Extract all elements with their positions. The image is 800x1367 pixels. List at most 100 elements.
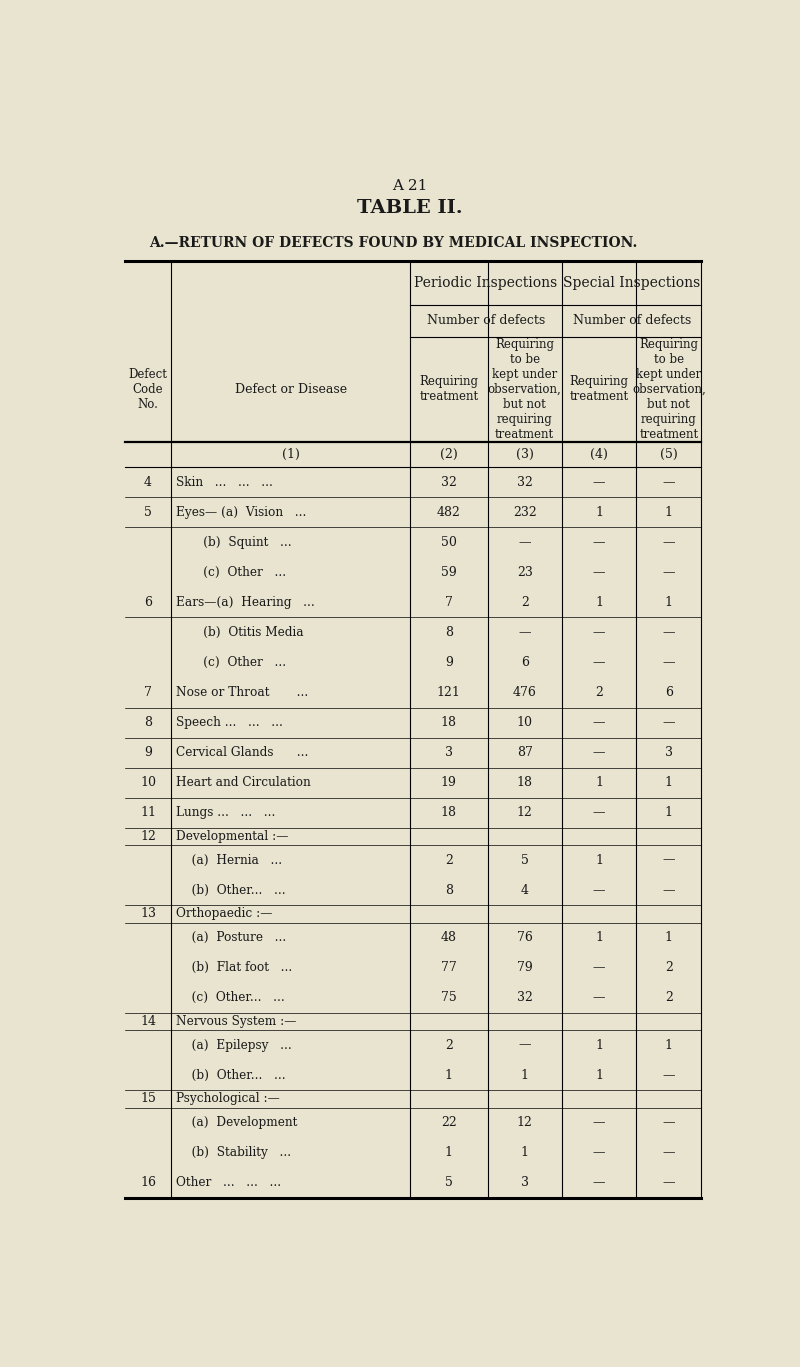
- Text: 3: 3: [521, 1176, 529, 1189]
- Text: Defect
Code
No.: Defect Code No.: [129, 368, 167, 411]
- Text: 2: 2: [665, 991, 673, 1005]
- Text: —: —: [662, 1069, 675, 1081]
- Text: 6: 6: [521, 656, 529, 668]
- Text: Requiring
treatment: Requiring treatment: [419, 376, 478, 403]
- Text: —: —: [593, 883, 606, 897]
- Text: (b)  Otitis Media: (b) Otitis Media: [176, 626, 303, 638]
- Text: 18: 18: [517, 776, 533, 789]
- Text: 1: 1: [595, 931, 603, 945]
- Text: —: —: [593, 626, 606, 638]
- Text: 12: 12: [517, 807, 533, 819]
- Text: 4: 4: [144, 476, 152, 489]
- Text: 18: 18: [441, 807, 457, 819]
- Text: 2: 2: [665, 961, 673, 975]
- Text: Orthopaedic :—: Orthopaedic :—: [176, 908, 272, 920]
- Text: Special Inspections: Special Inspections: [563, 276, 700, 290]
- Text: (4): (4): [590, 448, 608, 461]
- Text: Periodic Inspections: Periodic Inspections: [414, 276, 558, 290]
- Text: TABLE II.: TABLE II.: [357, 200, 463, 217]
- Text: —: —: [662, 476, 675, 489]
- Text: (2): (2): [440, 448, 458, 461]
- Text: 1: 1: [595, 1069, 603, 1081]
- Text: 1: 1: [595, 1039, 603, 1051]
- Text: 76: 76: [517, 931, 533, 945]
- Text: —: —: [518, 536, 531, 548]
- Text: 1: 1: [665, 931, 673, 945]
- Text: Nose or Throat       ...: Nose or Throat ...: [176, 686, 308, 699]
- Text: 19: 19: [441, 776, 457, 789]
- Text: 5: 5: [521, 853, 529, 867]
- Text: (1): (1): [282, 448, 299, 461]
- Text: (b)  Other...   ...: (b) Other... ...: [176, 883, 286, 897]
- Text: (3): (3): [516, 448, 534, 461]
- Text: (a)  Posture   ...: (a) Posture ...: [176, 931, 286, 945]
- Text: 8: 8: [144, 716, 152, 729]
- Text: 1: 1: [521, 1146, 529, 1159]
- Text: Lungs ...   ...   ...: Lungs ... ... ...: [176, 807, 275, 819]
- Text: —: —: [593, 536, 606, 548]
- Text: 1: 1: [595, 853, 603, 867]
- Text: —: —: [518, 626, 531, 638]
- Text: (5): (5): [660, 448, 678, 461]
- Text: 32: 32: [441, 476, 457, 489]
- Text: 32: 32: [517, 991, 533, 1005]
- Text: 2: 2: [521, 596, 529, 608]
- Text: Cervical Glands      ...: Cervical Glands ...: [176, 746, 308, 759]
- Text: —: —: [518, 1039, 531, 1051]
- Text: 8: 8: [445, 883, 453, 897]
- Text: —: —: [593, 961, 606, 975]
- Text: 75: 75: [441, 991, 457, 1005]
- Text: 9: 9: [144, 746, 152, 759]
- Text: Number of defects: Number of defects: [573, 314, 690, 327]
- Text: Requiring
to be
kept under
observation,
but not
requiring
treatment: Requiring to be kept under observation, …: [488, 338, 562, 440]
- Text: Nervous System :—: Nervous System :—: [176, 1014, 296, 1028]
- Text: 3: 3: [445, 746, 453, 759]
- Text: —: —: [593, 991, 606, 1005]
- Text: 5: 5: [144, 506, 152, 518]
- Text: —: —: [662, 853, 675, 867]
- Text: —: —: [662, 566, 675, 578]
- Text: 6: 6: [665, 686, 673, 699]
- Text: —: —: [593, 1146, 606, 1159]
- Text: 3: 3: [665, 746, 673, 759]
- Text: 48: 48: [441, 931, 457, 945]
- Text: 12: 12: [140, 830, 156, 843]
- Text: 476: 476: [513, 686, 537, 699]
- Text: 4: 4: [521, 883, 529, 897]
- Text: 9: 9: [445, 656, 453, 668]
- Text: 16: 16: [140, 1176, 156, 1189]
- Text: —: —: [662, 1115, 675, 1129]
- Text: 121: 121: [437, 686, 461, 699]
- Text: (c)  Other   ...: (c) Other ...: [176, 566, 286, 578]
- Text: A.—RETURN OF DEFECTS FOUND BY MEDICAL INSPECTION.: A.—RETURN OF DEFECTS FOUND BY MEDICAL IN…: [150, 235, 638, 250]
- Text: —: —: [593, 656, 606, 668]
- Text: —: —: [662, 536, 675, 548]
- Text: 10: 10: [140, 776, 156, 789]
- Text: 15: 15: [140, 1092, 156, 1106]
- Text: —: —: [593, 1176, 606, 1189]
- Text: (b)  Flat foot   ...: (b) Flat foot ...: [176, 961, 292, 975]
- Text: 23: 23: [517, 566, 533, 578]
- Text: 7: 7: [144, 686, 152, 699]
- Text: Heart and Circulation: Heart and Circulation: [176, 776, 310, 789]
- Text: 12: 12: [517, 1115, 533, 1129]
- Text: 1: 1: [665, 506, 673, 518]
- Text: Skin   ...   ...   ...: Skin ... ... ...: [176, 476, 273, 489]
- Text: 1: 1: [595, 776, 603, 789]
- Text: 1: 1: [665, 776, 673, 789]
- Text: A 21: A 21: [392, 179, 428, 193]
- Text: 5: 5: [445, 1176, 453, 1189]
- Text: (c)  Other...   ...: (c) Other... ...: [176, 991, 284, 1005]
- Text: —: —: [662, 626, 675, 638]
- Text: (b)  Other...   ...: (b) Other... ...: [176, 1069, 286, 1081]
- Text: (a)  Hernia   ...: (a) Hernia ...: [176, 853, 282, 867]
- Text: —: —: [593, 566, 606, 578]
- Text: 482: 482: [437, 506, 461, 518]
- Text: Speech ...   ...   ...: Speech ... ... ...: [176, 716, 282, 729]
- Text: Number of defects: Number of defects: [427, 314, 545, 327]
- Text: 2: 2: [445, 853, 453, 867]
- Text: 22: 22: [441, 1115, 457, 1129]
- Text: (a)  Development: (a) Development: [176, 1115, 297, 1129]
- Text: 7: 7: [445, 596, 453, 608]
- Text: Requiring
treatment: Requiring treatment: [570, 376, 629, 403]
